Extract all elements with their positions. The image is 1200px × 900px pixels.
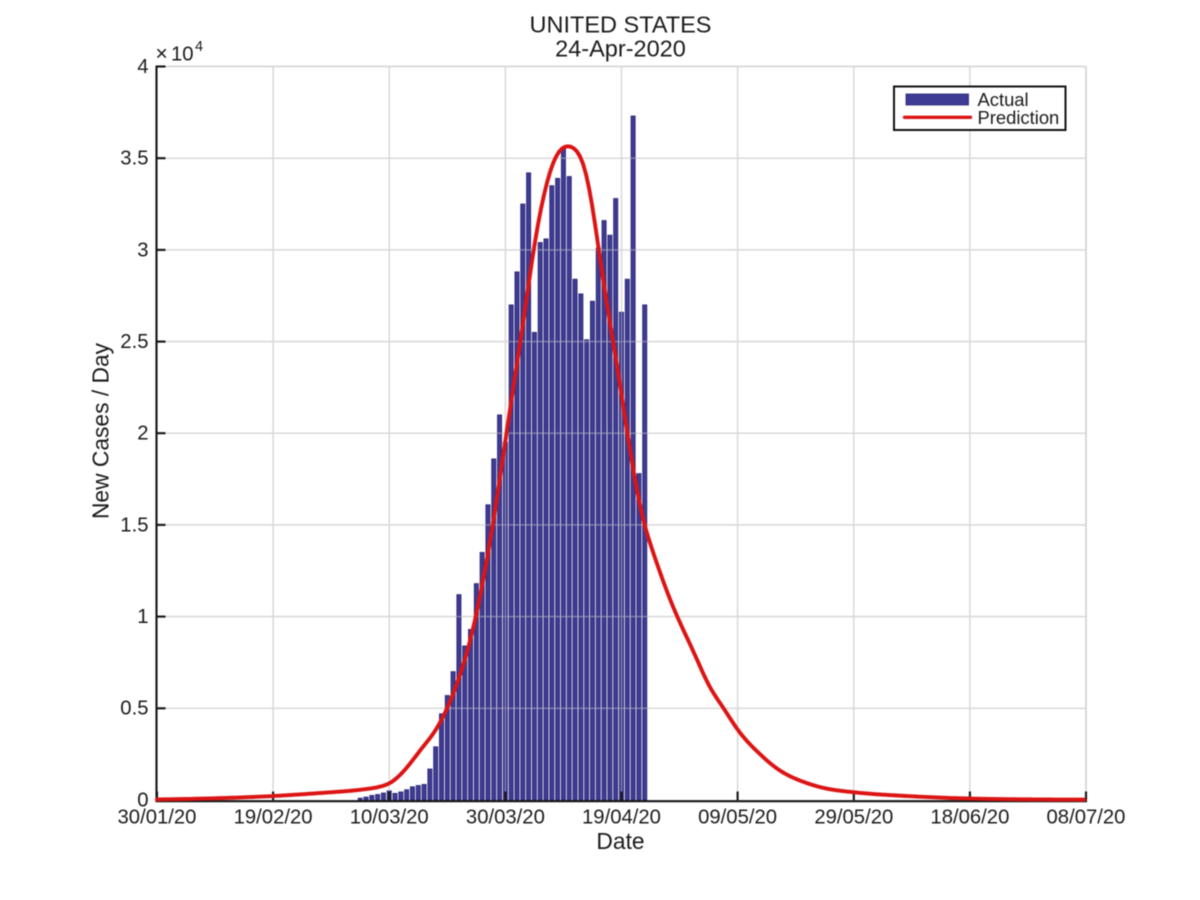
svg-text:30/01/20: 30/01/20: [118, 807, 197, 829]
svg-text:08/07/20: 08/07/20: [1047, 807, 1126, 829]
svg-text:Prediction: Prediction: [978, 107, 1060, 128]
svg-text:29/05/20: 29/05/20: [814, 807, 893, 829]
svg-text:Actual: Actual: [978, 89, 1029, 110]
svg-text:1.5: 1.5: [120, 514, 148, 536]
svg-text:0.5: 0.5: [120, 698, 148, 720]
svg-text:UNITED STATES: UNITED STATES: [530, 12, 712, 38]
svg-text:3: 3: [137, 239, 148, 261]
svg-text:10: 10: [171, 44, 194, 66]
svg-text:Date: Date: [596, 828, 644, 854]
svg-text:10/03/20: 10/03/20: [350, 807, 429, 829]
svg-text:1: 1: [137, 606, 148, 628]
svg-text:19/02/20: 19/02/20: [234, 807, 313, 829]
svg-text:4: 4: [137, 56, 148, 78]
svg-text:0: 0: [137, 789, 148, 811]
svg-text:4: 4: [195, 39, 203, 55]
svg-text:2.5: 2.5: [120, 331, 148, 353]
svg-text:3.5: 3.5: [120, 148, 148, 170]
svg-text:30/03/20: 30/03/20: [466, 807, 545, 829]
svg-text:09/05/20: 09/05/20: [698, 807, 777, 829]
svg-text:×: ×: [156, 43, 168, 66]
svg-text:19/04/20: 19/04/20: [582, 807, 661, 829]
svg-text:2: 2: [137, 423, 148, 445]
svg-text:18/06/20: 18/06/20: [930, 807, 1009, 829]
svg-text:24-Apr-2020: 24-Apr-2020: [555, 36, 686, 62]
svg-text:New Cases / Day: New Cases / Day: [88, 342, 114, 519]
